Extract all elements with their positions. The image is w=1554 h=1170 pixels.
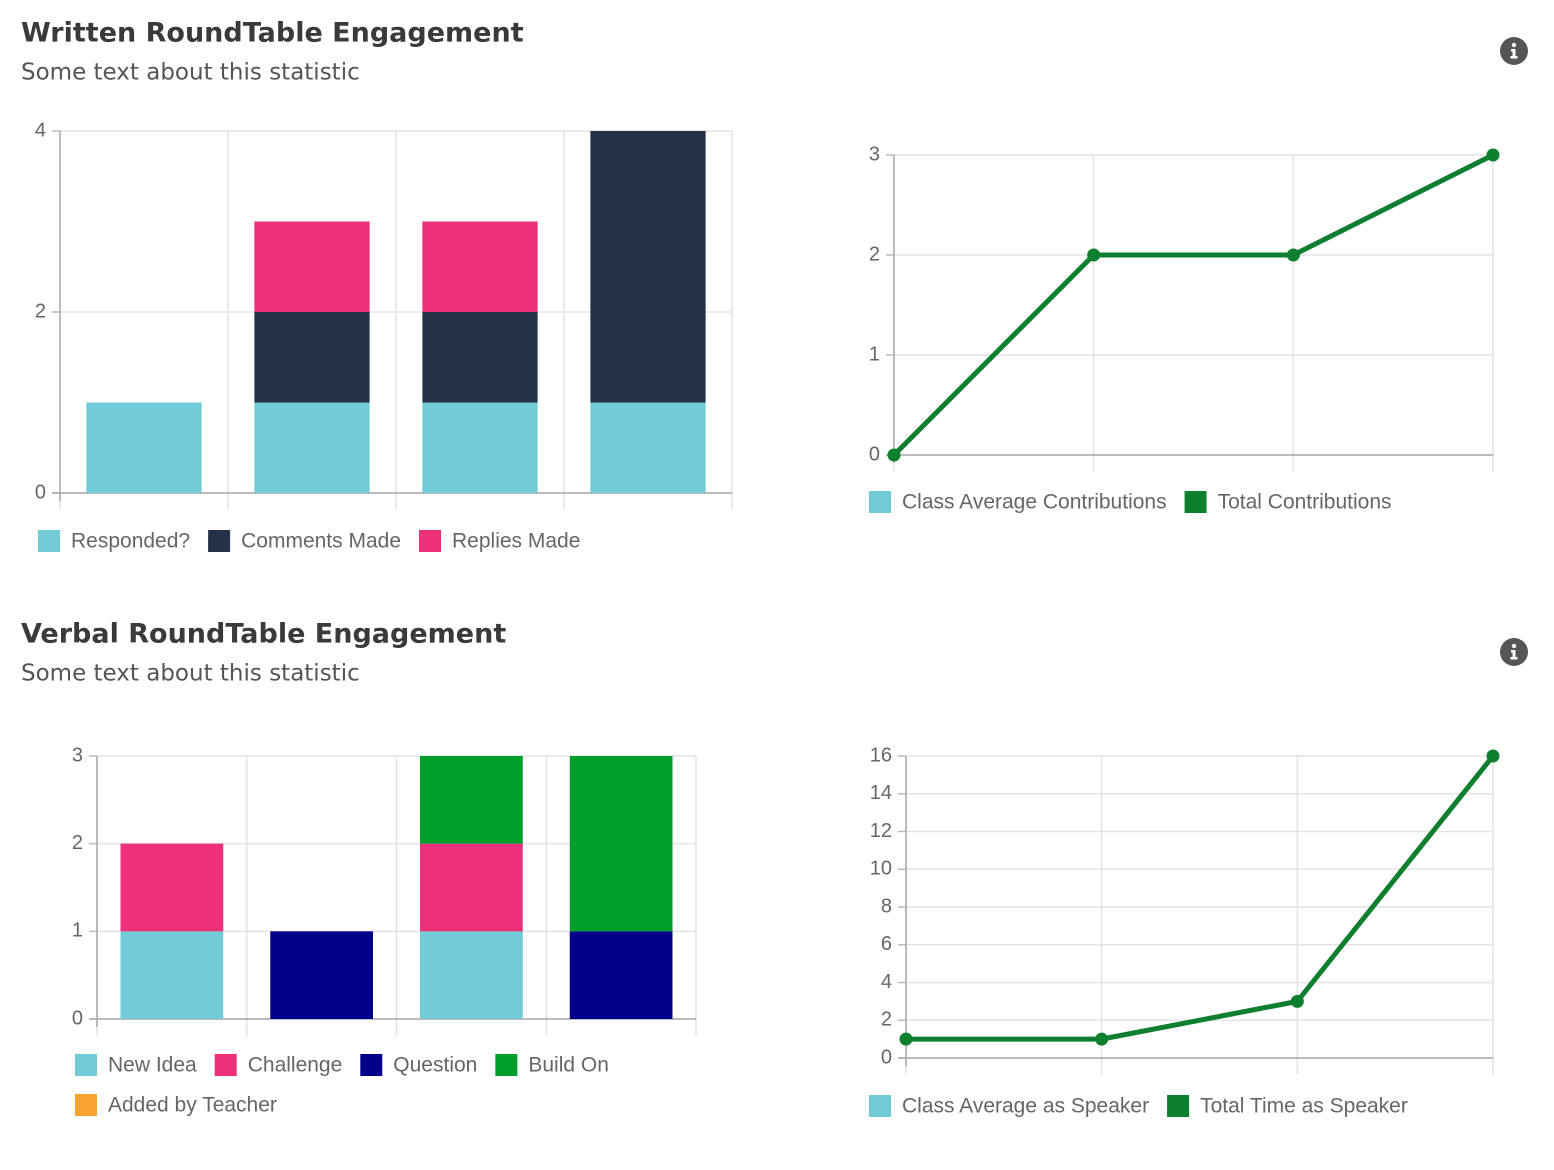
legend-swatch xyxy=(869,491,891,513)
legend-label: Class Average as Speaker xyxy=(902,1095,1149,1118)
y-tick-label: 12 xyxy=(870,820,892,842)
y-tick-label: 8 xyxy=(881,895,892,917)
line-series xyxy=(892,152,1495,457)
legend-label: Replies Made xyxy=(452,530,580,553)
info-icon-stem xyxy=(1510,650,1518,660)
bar-segment xyxy=(422,402,538,493)
y-tick-label: 2 xyxy=(35,300,46,322)
section-subtitle: Some text about this statistic xyxy=(21,60,360,86)
legend-swatch xyxy=(75,1094,97,1116)
section-subtitle: Some text about this statistic xyxy=(21,661,360,687)
bar-segment xyxy=(270,931,373,1019)
y-tick-label: 2 xyxy=(881,1009,892,1031)
bar-segment xyxy=(420,843,523,932)
bar-segment xyxy=(590,131,706,403)
info-icon-stem xyxy=(1510,49,1518,59)
bar-segment xyxy=(422,312,538,403)
section-title: Written RoundTable Engagement xyxy=(21,18,524,49)
y-tick-label: 4 xyxy=(881,971,892,993)
line-point xyxy=(1286,248,1300,262)
line-point xyxy=(1095,1032,1109,1046)
legend-swatch xyxy=(208,530,231,552)
info-icon-dot xyxy=(1511,643,1517,649)
legend-label: Total Time as Speaker xyxy=(1200,1095,1408,1118)
legend-swatch xyxy=(1184,491,1207,513)
y-tick-label: 1 xyxy=(72,920,83,942)
bar-segment xyxy=(420,931,523,1019)
legend-swatch xyxy=(869,1095,891,1117)
bar-segment xyxy=(420,756,523,844)
line-point xyxy=(1486,749,1500,763)
legend-swatch xyxy=(214,1054,237,1076)
bar-segment xyxy=(422,221,538,312)
legend-swatch xyxy=(1167,1095,1190,1117)
line-point xyxy=(887,448,901,462)
y-tick-label: 3 xyxy=(72,744,83,766)
section-title: Verbal RoundTable Engagement xyxy=(21,619,506,650)
line-point xyxy=(1087,248,1101,262)
y-tick-label: 14 xyxy=(870,782,892,804)
y-tick-label: 1 xyxy=(869,343,880,365)
bar-segment xyxy=(120,931,224,1019)
bar-segment xyxy=(569,931,673,1019)
bar-segment xyxy=(254,312,370,403)
legend-label: Build On xyxy=(528,1054,609,1077)
y-tick-label: 0 xyxy=(72,1007,83,1029)
bar-segment xyxy=(86,402,202,493)
y-tick-label: 10 xyxy=(870,858,892,880)
y-tick-label: 2 xyxy=(72,832,83,854)
legend-label: Added by Teacher xyxy=(108,1094,277,1117)
legend-label: New Idea xyxy=(108,1054,197,1077)
legend-label: Question xyxy=(393,1054,477,1077)
bar-segment xyxy=(569,756,673,932)
line-point xyxy=(1290,994,1304,1008)
y-tick-label: 16 xyxy=(870,744,892,766)
legend-label: Comments Made xyxy=(241,530,401,553)
y-tick-label: 0 xyxy=(869,443,880,465)
y-tick-label: 6 xyxy=(881,933,892,955)
bar-segment xyxy=(254,402,370,493)
line-point xyxy=(1486,148,1500,162)
legend-swatch xyxy=(38,530,60,552)
legend-label: Challenge xyxy=(248,1054,343,1077)
line-point xyxy=(899,1032,913,1046)
legend-label: Class Average Contributions xyxy=(902,491,1167,514)
info-icon[interactable] xyxy=(1500,37,1528,65)
legend-swatch xyxy=(360,1054,383,1076)
info-icon-dot xyxy=(1511,42,1517,48)
y-tick-label: 2 xyxy=(869,243,880,265)
line-series xyxy=(906,754,1495,1042)
y-tick-label: 4 xyxy=(35,119,46,141)
legend-swatch xyxy=(75,1054,97,1076)
bar-segment xyxy=(120,843,224,932)
y-tick-label: 0 xyxy=(881,1046,892,1068)
y-tick-label: 0 xyxy=(35,481,46,503)
legend-swatch xyxy=(419,530,441,552)
info-icon[interactable] xyxy=(1500,638,1528,666)
legend-swatch xyxy=(495,1054,518,1076)
legend-label: Total Contributions xyxy=(1218,491,1392,514)
bar-segment xyxy=(590,402,706,493)
bar-segment xyxy=(254,221,370,312)
y-tick-label: 3 xyxy=(869,143,880,165)
legend-label: Responded? xyxy=(71,530,190,553)
